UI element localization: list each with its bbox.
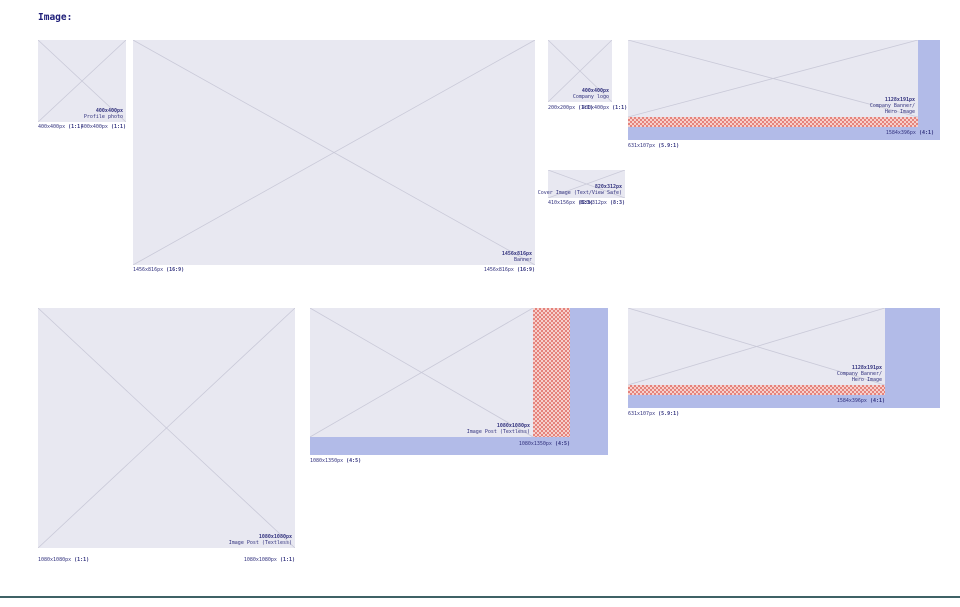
canvas-size-caption: 1080x1350px (4:5) [310,441,570,447]
canvas-image-post-cropped: 1080x1080px Image Post (Textless) 1080x1… [310,308,608,455]
placeholder-image-post-square: 1080x1080px Image Post (Textless) [38,308,295,548]
caption-ratio: (4:5) [554,441,570,447]
size-caption-left: 631x107px (5.9:1) [628,411,679,417]
page-title: Image: [38,12,73,23]
placeholder-inner-label: 1456x816px Banner [502,251,532,263]
caption-ratio: (16:9) [516,267,535,273]
placeholder-dimensions: 1128x191px [851,365,882,371]
size-caption-right: 1080x1080px (1:1) [195,557,295,563]
caption-dimensions: 631x107px [628,411,659,417]
placeholder-description: Company logo [572,94,609,100]
placeholder-cross-icon [548,40,612,102]
canvas-company-banner-top: 1128x191px Company Banner/ Hero Image 15… [628,40,940,140]
placeholder-cross-icon [628,308,885,385]
caption-ratio: (1:1) [279,557,295,563]
caption-dimensions: 1584x396px [836,398,870,404]
caption-dimensions: 410x156px [548,200,579,206]
placeholder-cross-icon [548,170,625,198]
caption-dimensions: 1584x396px [885,130,919,136]
placeholder-cross-icon [38,40,126,122]
placeholder-inner-label: 400x400px Profile photo [84,108,123,120]
caption-dimensions: 1456x816px [133,267,167,273]
placeholder-description: Cover Image (Text/View Safe) [537,190,622,196]
placeholder-banner: 1456x816px Banner [133,40,535,265]
caption-dimensions: 200x200px [548,105,579,111]
placeholder-company-logo: 400x400px Company logo [548,40,612,102]
caption-dimensions: 1456x816px [483,267,517,273]
caption-ratio: (4:1) [918,130,934,136]
placeholder-dimensions: 1080x1080px [258,534,292,540]
caption-dimensions: 400x400px [582,105,613,111]
caption-dimensions: 820x312px [579,200,610,206]
placeholder-description-2: Hero Image [851,377,882,383]
caption-dimensions: 1080x1080px [38,557,75,563]
placeholder-dimensions: 1080x1080px [496,423,530,429]
caption-ratio: (1:1) [578,105,594,111]
caption-ratio: (8:3) [609,200,625,206]
placeholder-cross-icon [310,308,533,437]
caption-dimensions: 400x400px [80,124,111,130]
caption-dimensions: 1080x1080px [243,557,280,563]
placeholder-cover-image: 820x312px Cover Image (Text/View Safe) [538,170,625,198]
crop-zone-strip [533,308,570,437]
placeholder-dimensions: 1128x191px [884,97,915,103]
placeholder-cross-icon [38,308,295,548]
caption-ratio: (1:1) [110,124,126,130]
caption-ratio: (1:1) [74,557,90,563]
placeholder-description: Company Banner/ [836,371,882,377]
caption-ratio: (1:1) [612,105,628,111]
placeholder-description: Image Post (Textless) [466,429,530,435]
placeholder-dimensions: 400x400px [95,108,123,114]
crop-zone-band [628,117,918,127]
bottom-divider [0,596,960,598]
placeholder-inner-label: 1128x191px Company Banner/ Hero Image [837,365,882,383]
crop-zone-band [628,385,885,395]
placeholder-description: Profile photo [83,114,123,120]
size-caption-left: 400x400px (1:1) [38,124,83,130]
placeholder-dimensions: 1456x816px [501,251,532,257]
placeholder-inner-label: 1128x191px Company Banner/ Hero Image [870,97,915,115]
size-caption-left: 410x156px (8:3) [548,200,593,206]
canvas-size-caption: 1584x396px (4:1) [628,398,885,404]
size-caption-left: 1080x1080px (1:1) [38,557,89,563]
caption-ratio: (5.9:1) [658,411,680,417]
caption-ratio: (5.9:1) [658,143,680,149]
caption-ratio: (1:1) [68,124,84,130]
size-caption-left: 200x200px (1:1) [548,105,593,111]
size-caption-right: 400x400px (1:1) [582,105,627,111]
canvas-company-banner-bottom: 1128x191px Company Banner/ Hero Image 15… [628,308,940,408]
caption-dimensions: 1080x1350px [518,441,555,447]
placeholder-cross-icon [628,40,918,117]
caption-dimensions: 1080x1350px [310,458,347,464]
caption-ratio: (4:1) [869,398,885,404]
placeholder-image-post-cropped: 1080x1080px Image Post (Textless) [310,308,533,437]
placeholder-dimensions: 820x312px [594,184,622,190]
placeholder-inner-label: 400x400px Company logo [573,88,609,100]
placeholder-company-banner-bottom: 1128x191px Company Banner/ Hero Image [628,308,885,385]
caption-dimensions: 631x107px [628,143,659,149]
placeholder-inner-label: 820x312px Cover Image (Text/View Safe) [538,184,622,196]
size-caption-left: 1080x1350px (4:5) [310,458,361,464]
placeholder-profile-photo: 400x400px Profile photo [38,40,126,122]
placeholder-description: Company Banner/ [869,103,915,109]
size-caption-left: 1456x816px (16:9) [133,267,184,273]
placeholder-inner-label: 1080x1080px Image Post (Textless) [467,423,530,435]
placeholder-description: Image Post (Textless) [228,540,292,546]
placeholder-cross-icon [133,40,535,265]
placeholder-description-2: Hero Image [884,109,915,115]
size-caption-right: 820x312px (8:3) [575,200,625,206]
caption-ratio: (8:3) [578,200,594,206]
size-caption-right: 1456x816px (16:9) [435,267,535,273]
canvas-size-caption: 1584x396px (4:1) [628,130,934,136]
caption-dimensions: 400x400px [38,124,69,130]
size-caption-left: 631x107px (5.9:1) [628,143,679,149]
size-caption-right: 400x400px (1:1) [66,124,126,130]
placeholder-dimensions: 400x400px [581,88,609,94]
placeholder-description: Banner [513,257,532,263]
placeholder-company-banner-top: 1128x191px Company Banner/ Hero Image [628,40,918,117]
caption-ratio: (4:5) [346,458,362,464]
placeholder-inner-label: 1080x1080px Image Post (Textless) [229,534,292,546]
caption-ratio: (16:9) [166,267,185,273]
